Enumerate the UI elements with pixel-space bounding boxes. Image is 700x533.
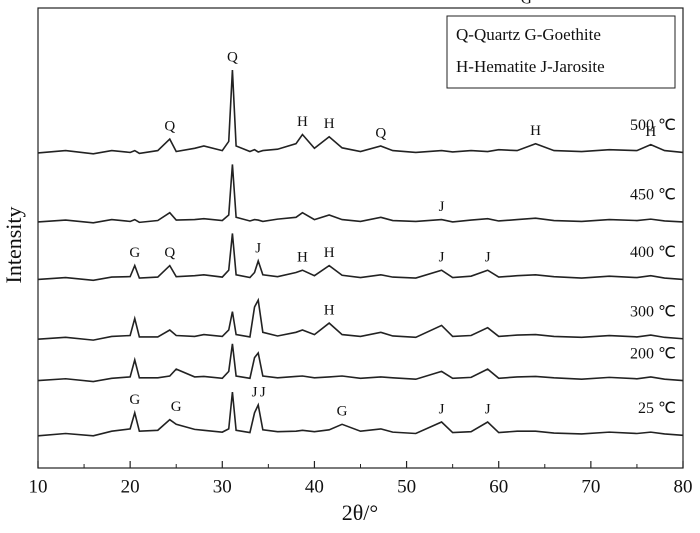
pattern-line xyxy=(37,70,684,155)
peak-label: J xyxy=(260,384,266,400)
series-name: 400 ℃ xyxy=(630,244,676,261)
x-tick-label: 50 xyxy=(397,476,416,497)
series-name: 25 ℃ xyxy=(638,400,676,417)
peak-label: G xyxy=(129,245,140,261)
series-name: 200 ℃ xyxy=(630,345,676,362)
pattern-line xyxy=(37,343,684,383)
peak-label: J xyxy=(252,384,258,400)
x-axis-label: 2θ/° xyxy=(342,500,378,525)
x-tick-label: 60 xyxy=(489,476,508,497)
peak-label: J xyxy=(439,250,445,266)
peak-label: Q xyxy=(164,245,175,261)
x-tick-label: 20 xyxy=(121,476,140,497)
peak-label: G xyxy=(337,404,348,420)
series-name: 300 ℃ xyxy=(630,303,676,320)
peak-label: H xyxy=(530,123,541,139)
peak-label: Q xyxy=(164,119,175,135)
peak-label: Q xyxy=(375,125,386,141)
peak-label: G xyxy=(129,392,140,408)
peak-label: J xyxy=(439,401,445,417)
x-tick-label: 70 xyxy=(581,476,600,497)
y-axis-label: Intensity xyxy=(1,207,26,284)
peak-label: J xyxy=(485,250,491,266)
legend-box xyxy=(446,15,676,89)
peak-label: H xyxy=(324,245,335,261)
pattern-line xyxy=(37,392,684,437)
peak-label: J xyxy=(485,401,491,417)
x-tick-label: 40 xyxy=(305,476,324,497)
x-tick-label: 30 xyxy=(213,476,232,497)
peak-label: Q xyxy=(227,50,238,66)
series-name: 500 ℃ xyxy=(630,117,676,134)
peak-label: G xyxy=(521,0,532,7)
peak-label: H xyxy=(297,114,308,130)
peak-label: H xyxy=(324,116,335,132)
pattern-line xyxy=(37,297,684,341)
legend-text: Q-Quartz G-Goethite xyxy=(456,25,601,44)
x-tick-label: 10 xyxy=(29,476,48,497)
pattern-line xyxy=(37,233,684,282)
legend-text: H-Hematite J-Jarosite xyxy=(456,57,605,76)
x-tick-label: 80 xyxy=(674,476,693,497)
series-name: 450 ℃ xyxy=(630,187,676,204)
peak-label: J xyxy=(439,199,445,215)
pattern-line xyxy=(37,164,684,224)
peak-label: J xyxy=(255,240,261,256)
peak-label: H xyxy=(645,124,656,140)
peak-label: H xyxy=(297,250,308,266)
peak-label: G xyxy=(171,399,182,415)
peak-label: H xyxy=(324,303,335,319)
